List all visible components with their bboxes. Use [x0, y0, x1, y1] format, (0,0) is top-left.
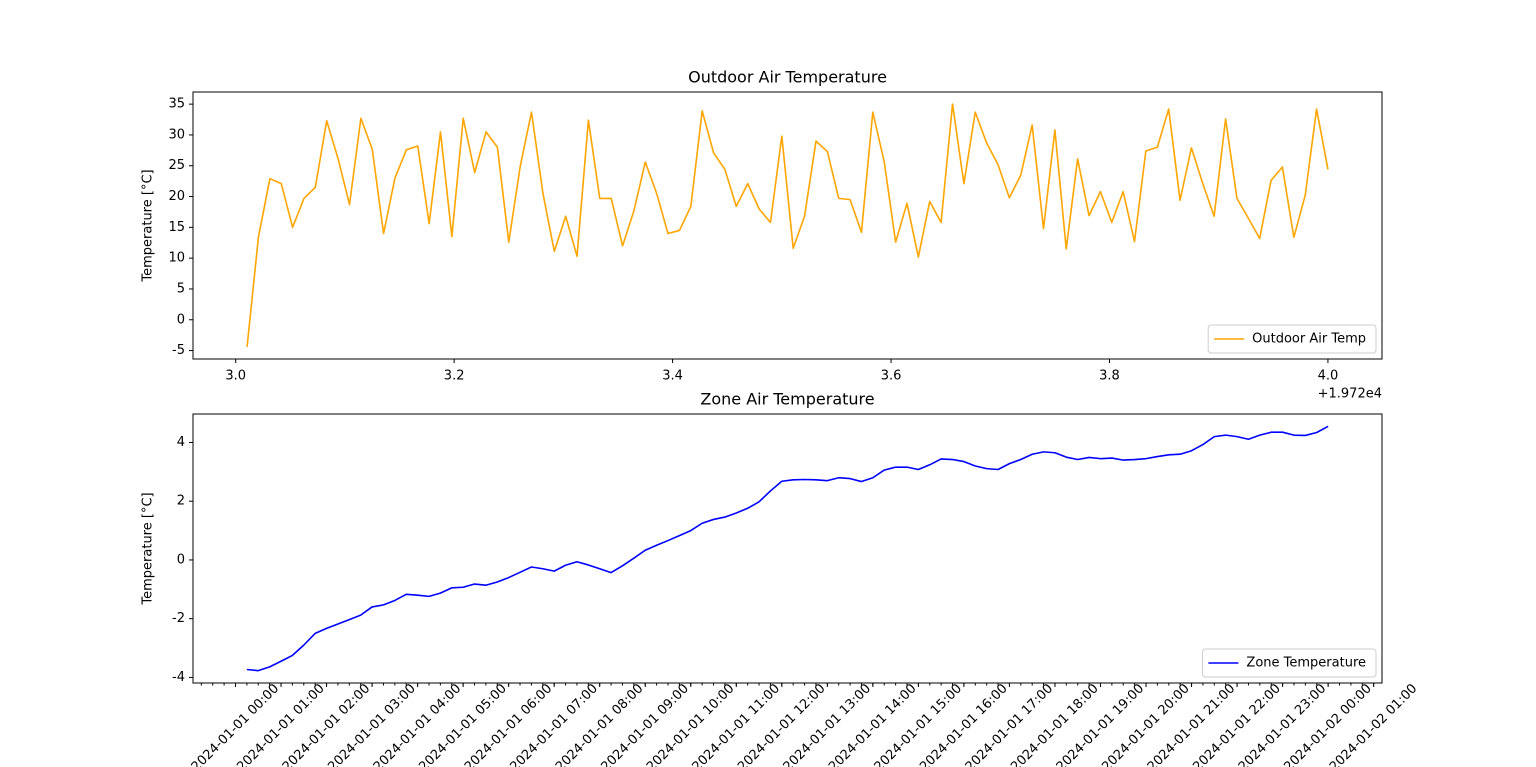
- chart-title: Outdoor Air Temperature: [688, 68, 887, 87]
- x-tick-label: 3.2: [444, 369, 465, 384]
- y-tick-label: 0: [177, 312, 185, 327]
- y-tick-label: -2: [172, 611, 185, 626]
- y-tick-label: 20: [168, 189, 185, 204]
- legend-frame: [1201, 648, 1377, 678]
- x-tick-label: 3.8: [1099, 369, 1120, 384]
- x-tick-label: 3.4: [662, 369, 683, 384]
- legend-frame: [1207, 324, 1377, 354]
- y-tick-label: 4: [177, 435, 185, 450]
- y-tick-label: 35: [168, 97, 185, 112]
- data-line: [246, 103, 1329, 347]
- x-tick-label: 2024-01-01 00:00: [189, 681, 282, 767]
- x-tick-label: 3.0: [225, 369, 246, 384]
- y-axis-label: Temperature [°C]: [141, 169, 156, 282]
- y-tick-label: 0: [177, 552, 185, 567]
- x-tick-label: 3.6: [881, 369, 902, 384]
- plot-frame: [192, 91, 1383, 360]
- y-tick-label: 2: [177, 494, 185, 509]
- y-tick-label: -4: [172, 670, 185, 685]
- y-axis-label: Temperature [°C]: [141, 492, 156, 605]
- y-tick-label: 30: [168, 127, 185, 142]
- plot-frame: [192, 413, 1383, 684]
- x-offset-label: +1.972e4: [1318, 387, 1382, 402]
- y-tick-label: 10: [168, 251, 185, 266]
- y-tick-label: -5: [172, 343, 185, 358]
- legend-label: Zone Temperature: [1246, 656, 1366, 671]
- chart-title: Zone Air Temperature: [700, 390, 874, 409]
- y-tick-label: 25: [168, 158, 185, 173]
- legend-label: Outdoor Air Temp: [1252, 332, 1366, 347]
- x-tick-label: 4.0: [1318, 369, 1339, 384]
- y-tick-label: 5: [177, 281, 185, 296]
- y-tick-label: 15: [168, 220, 185, 235]
- data-line: [246, 425, 1329, 672]
